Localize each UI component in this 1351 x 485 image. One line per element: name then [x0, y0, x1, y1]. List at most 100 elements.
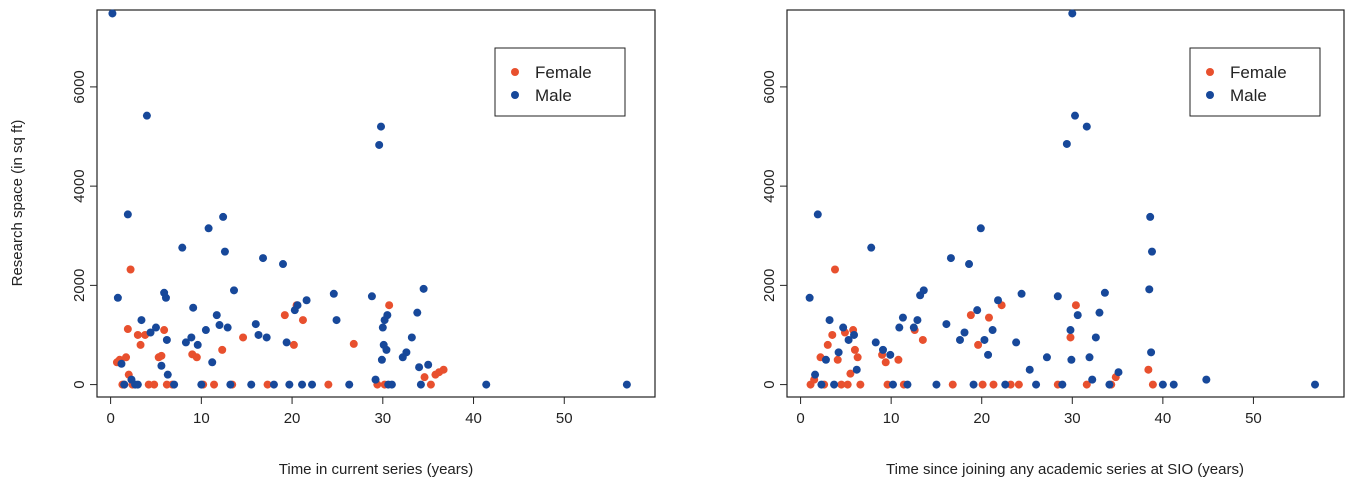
point-male-right-35	[988, 326, 997, 335]
point-female-right-33	[1066, 333, 1075, 342]
point-female-left-25	[239, 333, 248, 342]
point-female-left-16	[160, 326, 169, 335]
point-female-right-27	[984, 313, 993, 322]
point-male-right-41	[1032, 380, 1041, 389]
point-male-right-5	[825, 316, 834, 325]
point-female-left-37	[426, 380, 435, 389]
legend-box-left	[494, 47, 626, 117]
x-tick-label-right-0: 0	[796, 410, 804, 427]
point-male-right-39	[1017, 289, 1026, 298]
point-male-right-60	[1147, 247, 1156, 256]
point-male-left-50	[345, 380, 354, 389]
point-male-right-30	[969, 380, 978, 389]
point-male-right-23	[919, 286, 928, 295]
point-male-left-62	[387, 380, 396, 389]
point-male-left-60	[382, 345, 391, 354]
plot-frame-right	[786, 9, 1345, 398]
point-male-left-11	[151, 323, 160, 332]
point-female-right-31	[1014, 380, 1023, 389]
point-male-left-20	[187, 333, 196, 342]
point-male-right-53	[1088, 375, 1097, 384]
point-male-right-58	[1114, 368, 1123, 377]
point-male-right-66	[1311, 380, 1320, 389]
point-male-right-12	[867, 243, 876, 252]
point-male-right-36	[994, 296, 1003, 305]
point-male-left-1	[113, 293, 122, 302]
legend-label-female-left: Female	[535, 63, 592, 82]
point-female-left-20	[192, 353, 201, 362]
point-female-left-27	[280, 311, 289, 320]
point-male-left-10	[146, 328, 155, 337]
point-male-left-18	[178, 243, 187, 252]
point-male-right-59	[1146, 212, 1155, 221]
point-male-left-15	[162, 335, 171, 344]
y-tick-label-right-2000: 2000	[761, 269, 778, 302]
point-male-left-27	[212, 311, 221, 320]
point-male-right-29	[965, 260, 974, 269]
x-tick-label-right-10: 10	[883, 410, 900, 427]
y-tick-label-right-0: 0	[761, 380, 778, 388]
point-male-left-58	[377, 355, 386, 364]
point-male-right-28	[960, 328, 969, 337]
point-male-right-56	[1100, 288, 1109, 297]
axis-ticks-left: 0 10 20 30 40 50 0 2000 4000 6000	[71, 70, 573, 427]
point-male-right-10	[850, 330, 859, 339]
point-male-left-26	[208, 358, 217, 367]
point-female-left-30	[298, 316, 307, 325]
point-male-left-64	[402, 348, 411, 357]
point-male-left-12	[157, 361, 166, 370]
point-male-left-31	[223, 323, 232, 332]
point-male-left-69	[424, 360, 433, 369]
point-female-left-22	[210, 380, 219, 389]
point-male-left-46	[302, 296, 311, 305]
point-male-left-53	[375, 140, 384, 149]
chart-right: 0 10 20 30 40 50 0 2000 4000 6000 Time since join…	[761, 9, 1345, 478]
point-male-right-33	[980, 335, 989, 344]
chart-left: 0 10 20 30 40 50 0 2000 4000 6000 Time in current…	[9, 9, 656, 478]
point-male-left-54	[376, 122, 385, 131]
point-male-left-25	[204, 224, 213, 233]
point-male-right-0	[805, 293, 814, 302]
legend-label-male-left: Male	[535, 86, 572, 105]
point-male-left-66	[413, 308, 422, 317]
point-male-right-52	[1085, 353, 1094, 362]
point-male-right-24	[932, 380, 941, 389]
point-male-right-42	[1042, 353, 1051, 362]
point-male-right-25	[942, 320, 951, 329]
x-tick-label-left-40: 40	[465, 410, 482, 427]
point-male-left-3	[120, 380, 129, 389]
point-female-right-38	[1144, 365, 1153, 374]
point-male-left-14	[161, 293, 170, 302]
point-male-right-2	[813, 210, 822, 219]
point-male-left-55	[378, 323, 387, 332]
legend-right: Female Male	[1189, 47, 1321, 117]
point-male-right-49	[1073, 311, 1082, 320]
x-tick-label-left-10: 10	[193, 410, 210, 427]
point-male-right-8	[839, 323, 848, 332]
point-male-right-21	[913, 316, 922, 325]
scatter-points-left	[108, 9, 631, 389]
point-male-right-11	[852, 365, 861, 374]
point-male-left-65	[407, 333, 416, 342]
point-male-right-34	[984, 350, 993, 359]
point-female-right-14	[853, 353, 862, 362]
point-male-left-51	[367, 292, 376, 301]
point-male-right-61	[1145, 285, 1154, 294]
point-male-right-6	[830, 380, 839, 389]
axis-ticks-right: 0 10 20 30 40 50 0 2000 4000 6000	[761, 70, 1262, 427]
legend-marker-female-left	[511, 68, 519, 76]
point-female-right-24	[966, 311, 975, 320]
point-male-right-63	[1158, 380, 1167, 389]
point-male-left-48	[329, 289, 338, 298]
point-female-right-26	[978, 380, 987, 389]
point-female-left-13	[150, 380, 159, 389]
point-male-left-42	[285, 380, 294, 389]
y-tick-label-left-4000: 4000	[71, 169, 88, 202]
point-male-left-4	[123, 210, 132, 219]
point-female-left-9	[133, 330, 142, 339]
point-male-right-14	[879, 345, 888, 354]
point-male-left-71	[482, 380, 491, 389]
point-male-right-44	[1058, 380, 1067, 389]
point-female-left-35	[385, 301, 394, 310]
